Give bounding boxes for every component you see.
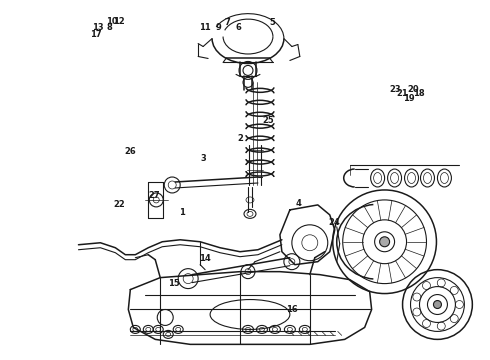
Text: 15: 15 — [168, 279, 180, 288]
Text: 18: 18 — [413, 89, 424, 98]
Circle shape — [380, 237, 390, 247]
Text: 13: 13 — [92, 23, 103, 32]
Text: 5: 5 — [269, 18, 275, 27]
Text: 10: 10 — [106, 17, 118, 26]
Text: 11: 11 — [199, 23, 211, 32]
Text: 3: 3 — [200, 154, 206, 163]
Text: 14: 14 — [199, 255, 211, 264]
Text: 21: 21 — [396, 89, 408, 98]
Text: 2: 2 — [237, 134, 243, 143]
Text: 6: 6 — [236, 23, 242, 32]
Text: 25: 25 — [263, 116, 274, 125]
Text: 27: 27 — [149, 190, 160, 199]
Text: 8: 8 — [106, 23, 112, 32]
Text: 4: 4 — [296, 199, 302, 208]
Text: 24: 24 — [328, 218, 340, 227]
Text: 22: 22 — [113, 200, 125, 209]
Text: 19: 19 — [403, 94, 415, 103]
Text: 20: 20 — [408, 85, 419, 94]
Text: 16: 16 — [286, 305, 297, 314]
Text: 9: 9 — [215, 23, 221, 32]
Text: 12: 12 — [113, 17, 125, 26]
Text: 1: 1 — [178, 208, 184, 217]
Text: 26: 26 — [124, 147, 136, 156]
Circle shape — [434, 301, 441, 309]
Text: 17: 17 — [90, 30, 102, 39]
Text: 7: 7 — [224, 18, 230, 27]
Text: 23: 23 — [390, 85, 401, 94]
